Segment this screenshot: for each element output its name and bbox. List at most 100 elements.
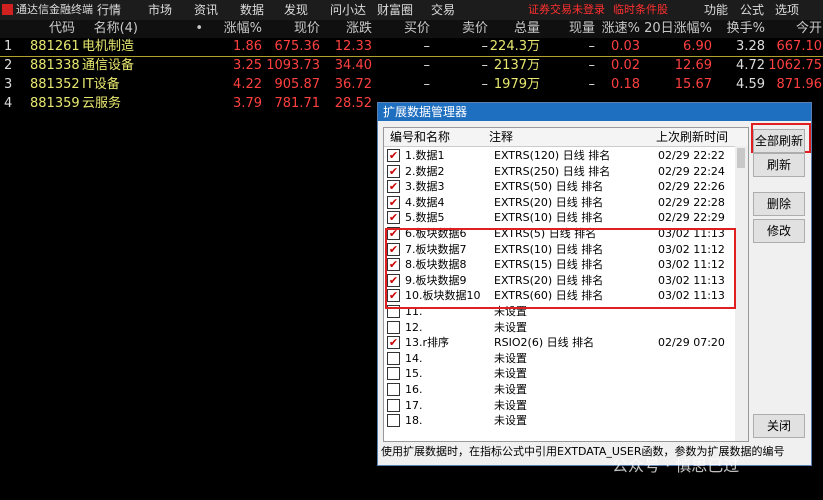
column-header[interactable]: 买价	[403, 21, 430, 36]
table-cell[interactable]: 3.28	[736, 39, 765, 54]
table-cell[interactable]: 3.79	[233, 96, 262, 111]
table-cell[interactable]: 0.03	[611, 39, 640, 54]
list-row[interactable]: ✔ 9.板块数据9 EXTRS(20) 日线 排名 03/02 11:13	[384, 273, 734, 288]
table-cell[interactable]: 4	[4, 96, 13, 111]
table-cell[interactable]: 1	[4, 39, 13, 54]
scrollbar[interactable]	[735, 146, 748, 441]
checkbox[interactable]	[387, 414, 400, 428]
list-row[interactable]: ✔ 5.数据5 EXTRS(10) 日线 排名 02/29 22:29	[384, 210, 734, 225]
table-cell[interactable]: 2	[4, 58, 13, 73]
checkbox[interactable]: ✔	[387, 195, 400, 209]
column-header[interactable]: 涨速%	[601, 21, 640, 36]
list-row[interactable]: 14. 未设置	[384, 351, 734, 366]
button[interactable]: 刷新	[753, 153, 805, 177]
menu-item[interactable]: 行情	[97, 3, 122, 17]
table-cell[interactable]: 224.3万	[489, 39, 540, 54]
column-header[interactable]: 涨幅%	[223, 21, 262, 36]
checkbox[interactable]: ✔	[387, 336, 400, 350]
checkbox[interactable]	[387, 383, 400, 396]
checkbox[interactable]	[387, 367, 400, 381]
menu-item[interactable]: 交易	[431, 3, 456, 17]
list-row[interactable]: ✔ 8.板块数据8 EXTRS(15) 日线 排名 03/02 11:12	[384, 257, 734, 272]
column-header[interactable]: 代码	[48, 21, 75, 36]
list-row[interactable]: 15. 未设置	[384, 366, 734, 381]
checkbox[interactable]: ✔	[387, 242, 400, 256]
table-cell[interactable]: 1979万	[493, 77, 540, 92]
table-cell[interactable]: –	[423, 77, 431, 92]
table-cell[interactable]: 36.72	[334, 77, 372, 92]
table-cell[interactable]: 电机制造	[82, 39, 135, 54]
checkbox[interactable]: ✔	[387, 149, 400, 162]
button[interactable]: 删除	[753, 192, 805, 216]
list-row[interactable]: ✔ 6.板块数据6 EXTRS(5) 日线 排名 03/02 11:13	[384, 226, 734, 241]
table-cell[interactable]: –	[588, 39, 596, 54]
list-column-header[interactable]: 注释	[489, 130, 514, 144]
list-row[interactable]: ✔ 2.数据2 EXTRS(250) 日线 排名 02/29 22:24	[384, 164, 734, 179]
table-cell[interactable]: 15.67	[674, 77, 712, 92]
table-cell[interactable]: –	[588, 77, 596, 92]
column-header[interactable]: 卖价	[461, 21, 488, 36]
table-cell[interactable]: –	[481, 58, 489, 73]
table-cell[interactable]: 6.90	[683, 39, 712, 54]
list-row[interactable]: ✔ 1.数据1 EXTRS(120) 日线 排名 02/29 22:22	[384, 148, 734, 163]
table-cell[interactable]: –	[423, 39, 431, 54]
table-cell[interactable]: 881261	[30, 39, 80, 54]
table-cell[interactable]: 881338	[30, 58, 80, 73]
table-cell[interactable]: 1062.75	[768, 58, 822, 73]
table-cell[interactable]: 667.10	[776, 39, 823, 54]
alert-text[interactable]: 临时条件股	[613, 3, 668, 16]
alert-text[interactable]: 证券交易未登录	[528, 3, 605, 16]
list-column-header[interactable]: 编号和名称	[390, 130, 451, 144]
checkbox[interactable]: ✔	[387, 164, 400, 178]
table-cell[interactable]: 34.40	[334, 58, 372, 73]
table-cell[interactable]: 881359	[30, 96, 80, 111]
table-cell[interactable]: 3	[4, 77, 13, 92]
button[interactable]: 修改	[753, 219, 805, 243]
menu-item[interactable]: 市场	[148, 3, 173, 17]
list-row[interactable]: 17. 未设置	[384, 398, 734, 413]
checkbox[interactable]: ✔	[387, 289, 400, 303]
table-cell[interactable]: 0.02	[611, 58, 640, 73]
column-header[interactable]: •	[195, 21, 203, 36]
table-cell[interactable]: IT设备	[82, 77, 120, 92]
checkbox[interactable]: ✔	[387, 258, 400, 272]
table-cell[interactable]: 4.22	[233, 77, 262, 92]
column-header[interactable]: 今开	[795, 21, 822, 36]
list-row[interactable]: ✔ 3.数据3 EXTRS(50) 日线 排名 02/29 22:26	[384, 179, 734, 194]
list-row[interactable]: ✔ 10.板块数据10 EXTRS(60) 日线 排名 03/02 11:13	[384, 288, 734, 303]
button[interactable]: 全部刷新	[753, 129, 805, 153]
table-cell[interactable]: 871.96	[776, 77, 823, 92]
menu-item[interactable]: 财富圈	[377, 3, 414, 17]
menu-item[interactable]: 选项	[775, 3, 800, 17]
checkbox[interactable]: ✔	[387, 211, 400, 225]
list-row[interactable]: 18. 未设置	[384, 413, 734, 428]
list-column-header[interactable]: 上次刷新时间	[656, 130, 729, 144]
list-row[interactable]: ✔ 4.数据4 EXTRS(20) 日线 排名 02/29 22:28	[384, 195, 734, 210]
table-cell[interactable]: 28.52	[334, 96, 372, 111]
checkbox[interactable]: ✔	[387, 227, 400, 240]
checkbox[interactable]	[387, 351, 400, 365]
table-cell[interactable]: –	[481, 77, 489, 92]
table-cell[interactable]: –	[481, 39, 489, 54]
scroll-thumb[interactable]	[737, 148, 745, 168]
table-cell[interactable]: 0.18	[611, 77, 640, 92]
menu-item[interactable]: 功能	[704, 3, 729, 17]
table-cell[interactable]: 3.25	[233, 58, 262, 73]
menu-item[interactable]: 数据	[240, 3, 265, 17]
column-header[interactable]: 现价	[293, 21, 320, 36]
checkbox[interactable]: ✔	[387, 180, 400, 194]
list-row[interactable]: ✔ 13.r排序 RSIO2(6) 日线 排名 02/29 07:20	[384, 335, 734, 350]
table-cell[interactable]: 675.36	[274, 39, 321, 54]
list-row[interactable]: ✔ 7.板块数据7 EXTRS(10) 日线 排名 03/02 11:12	[384, 242, 734, 257]
table-cell[interactable]: 通信设备	[82, 58, 135, 73]
list-row[interactable]: 12. 未设置	[384, 320, 734, 335]
column-header[interactable]: 涨跌	[345, 21, 372, 36]
menu-item[interactable]: 公式	[740, 3, 765, 17]
table-cell[interactable]: 1093.73	[266, 58, 320, 73]
checkbox[interactable]	[387, 398, 400, 412]
column-header[interactable]: 名称(4)	[93, 21, 138, 36]
list-row[interactable]: 16. 未设置	[384, 382, 734, 397]
table-cell[interactable]: 905.87	[274, 77, 321, 92]
table-cell[interactable]: 12.69	[674, 58, 712, 73]
table-cell[interactable]: –	[588, 58, 596, 73]
